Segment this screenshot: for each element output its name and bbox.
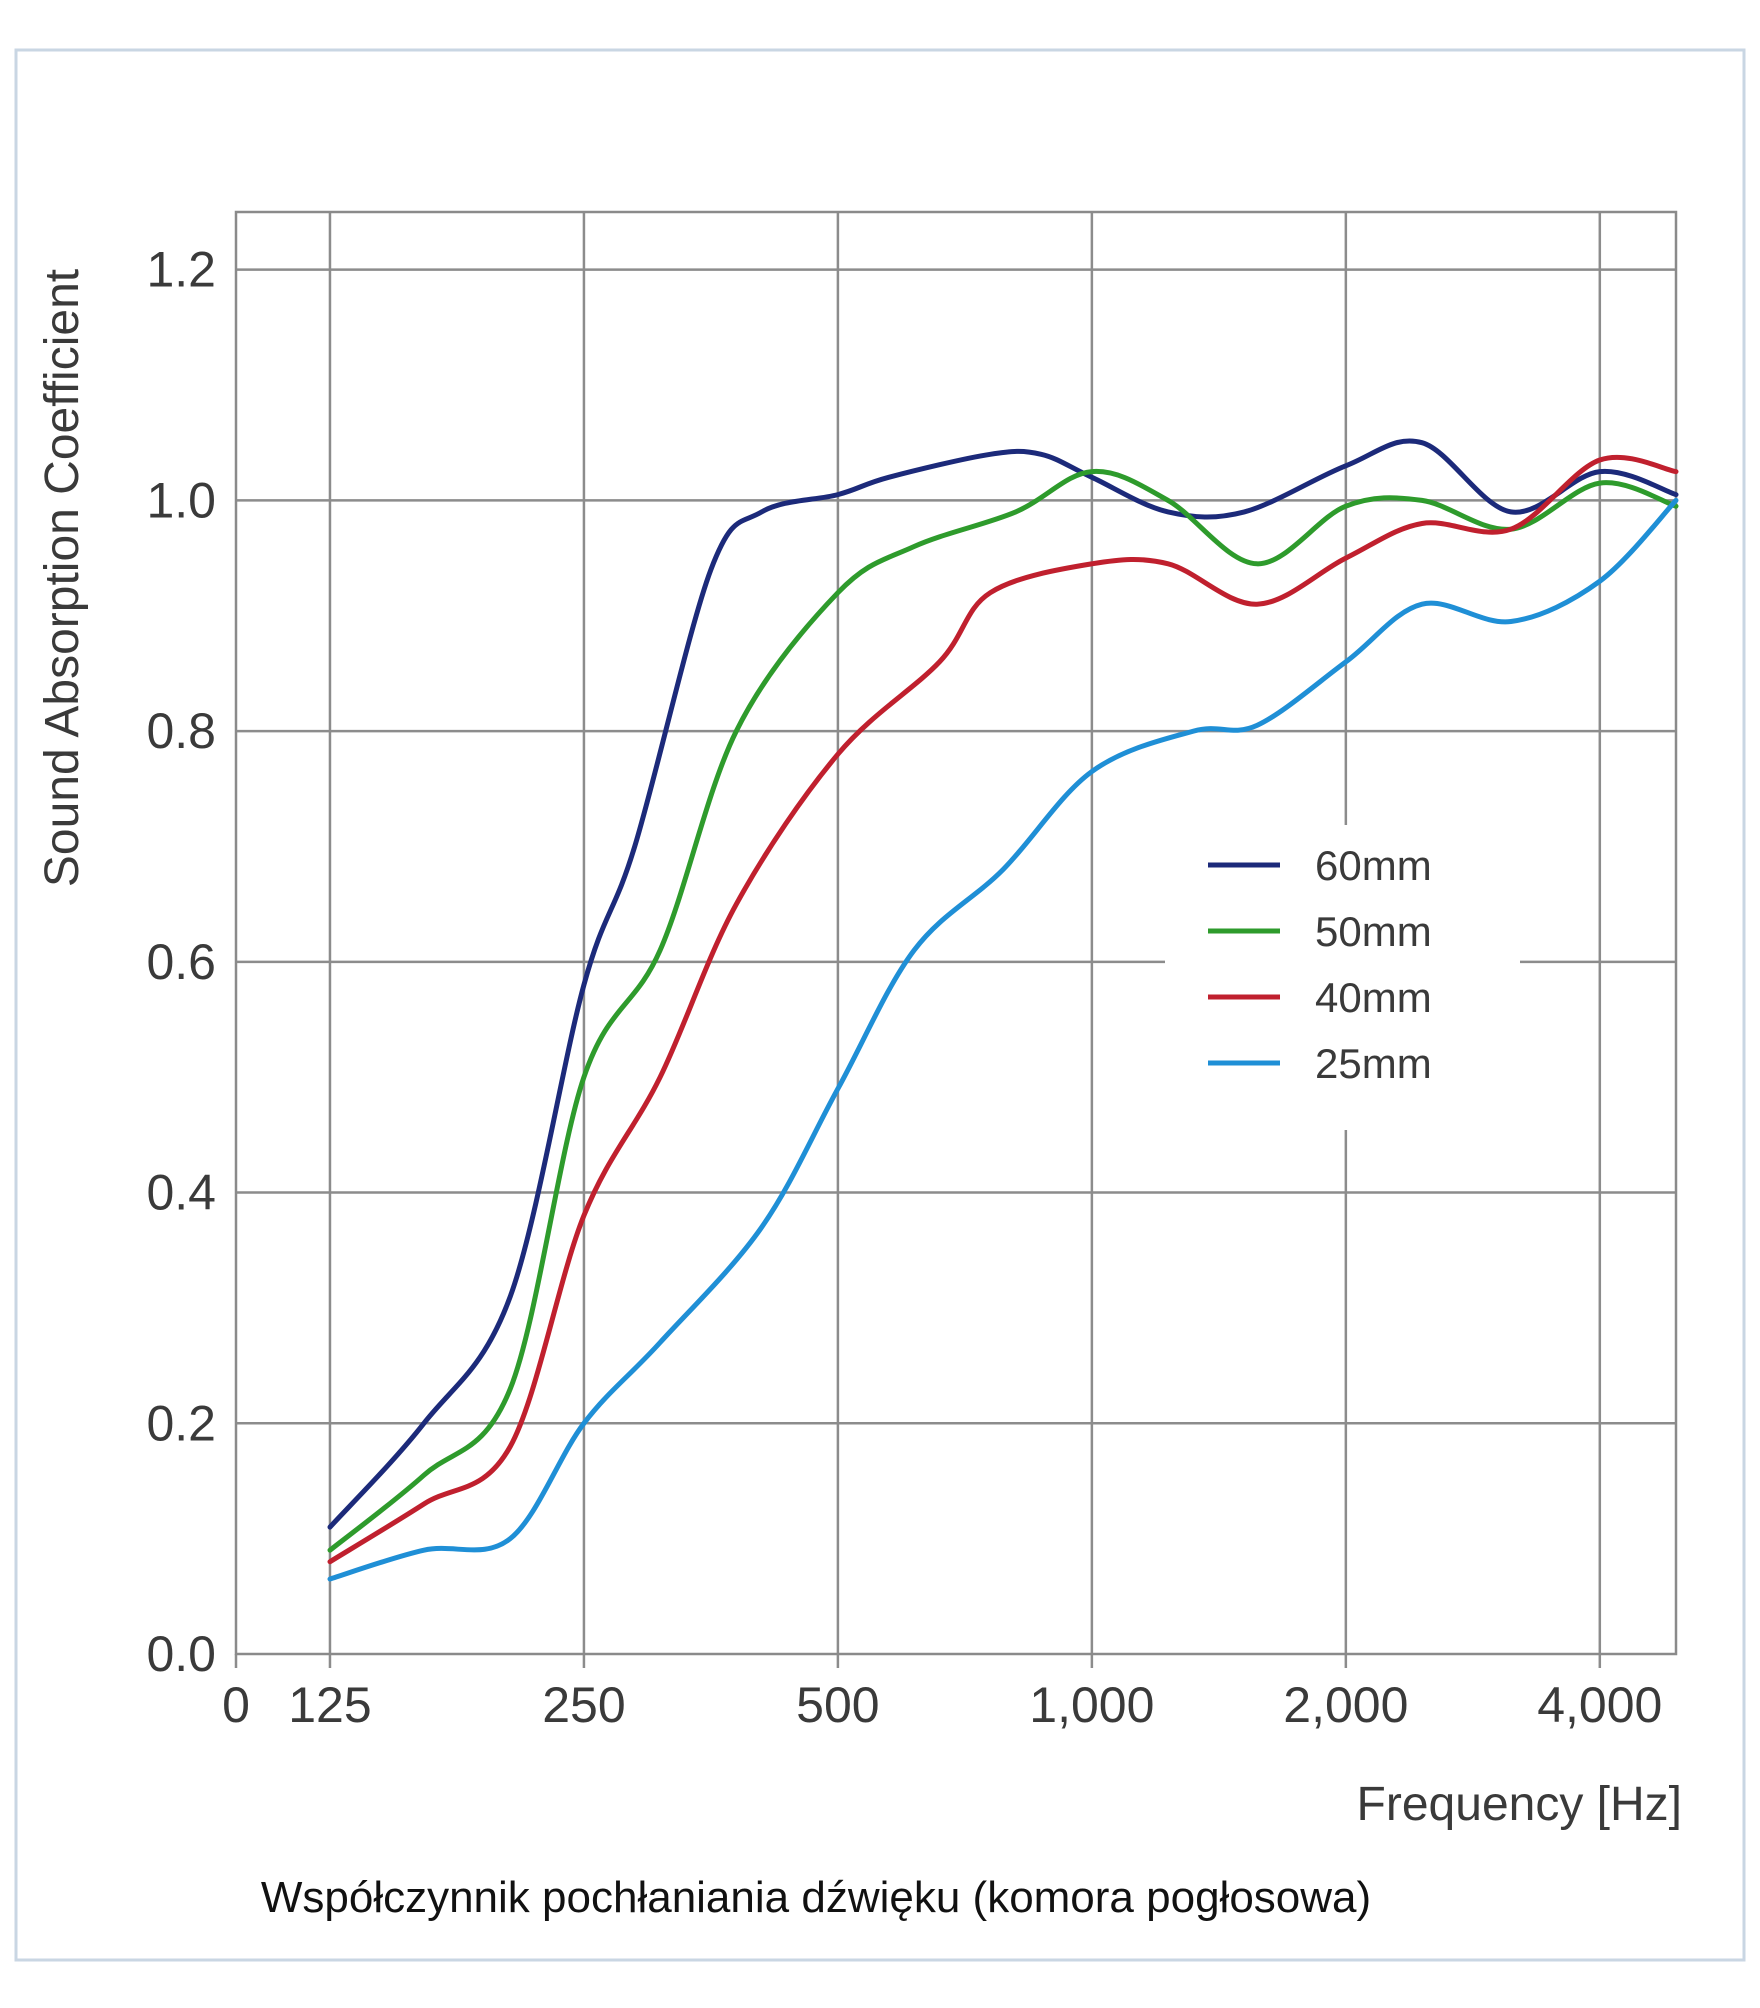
series-line-40mm <box>327 454 1679 1565</box>
legend-background <box>1165 825 1520 1130</box>
series-line-25mm <box>327 497 1679 1582</box>
legend-label-60mm: 60mm <box>1315 842 1432 889</box>
y-tick-label: 0.6 <box>146 934 216 990</box>
series-lines <box>327 438 1679 1582</box>
legend-label-50mm: 50mm <box>1315 908 1432 955</box>
plot-area-border <box>234 210 1678 1656</box>
y-tick-label: 0.4 <box>146 1165 216 1221</box>
legend: 60mm 50mm 40mm 25mm <box>1208 842 1432 1087</box>
x-tick-label: 250 <box>542 1677 625 1733</box>
x-tick-label: 125 <box>288 1677 371 1733</box>
x-axis-ticks: 0 125 250 500 1,000 2,000 4,000 <box>222 1677 1662 1733</box>
x-axis-title: Frequency [Hz] <box>1357 1778 1682 1831</box>
series-line-60mm <box>327 438 1679 1530</box>
grid <box>234 212 1676 1668</box>
x-tick-label: 2,000 <box>1283 1677 1408 1733</box>
x-tick-label: 500 <box>796 1677 879 1733</box>
legend-label-25mm: 25mm <box>1315 1040 1432 1087</box>
series-line-50mm <box>327 469 1679 1553</box>
x-tick-label: 1,000 <box>1029 1677 1154 1733</box>
x-tick-label: 0 <box>222 1677 250 1733</box>
x-tick-label: 4,000 <box>1537 1677 1662 1733</box>
y-axis-title: Sound Absorption Coefficient <box>36 269 89 887</box>
y-axis-ticks: 0.0 0.2 0.4 0.6 0.8 1.0 1.2 <box>146 242 216 1682</box>
chart-caption: Współczynnik pochłaniania dźwięku (komor… <box>261 1873 1371 1922</box>
y-tick-label: 0.0 <box>146 1626 216 1682</box>
y-tick-label: 0.8 <box>146 703 216 759</box>
y-tick-label: 1.2 <box>146 242 216 298</box>
legend-label-40mm: 40mm <box>1315 974 1432 1021</box>
y-tick-label: 1.0 <box>146 472 216 528</box>
y-tick-label: 0.2 <box>146 1395 216 1451</box>
